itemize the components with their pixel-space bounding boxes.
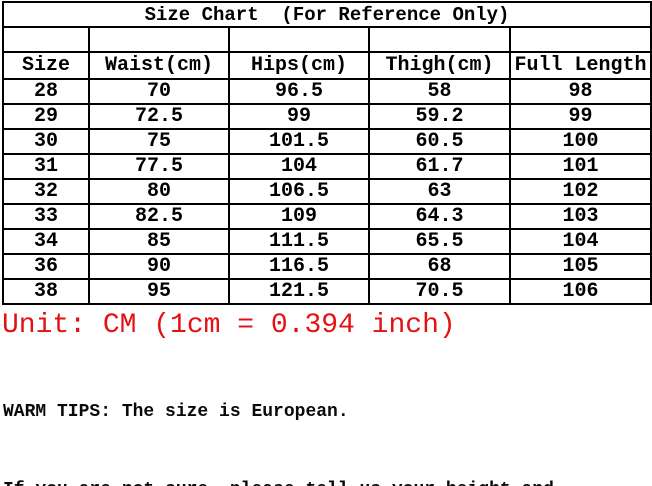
- full-length-cell: 105: [508, 253, 652, 280]
- hips-cell: 96.5: [228, 78, 370, 105]
- hips-cell: 109: [228, 203, 370, 230]
- waist-cell: 70: [88, 78, 230, 105]
- full-length-cell: 99: [508, 103, 652, 130]
- size-chart-table: Size Chart (For Reference Only) Size Wai…: [1, 1, 652, 305]
- column-header-thigh: Thigh(cm): [368, 51, 511, 80]
- warm-tips-block: WARM TIPS: The size is European. If you …: [3, 347, 652, 486]
- size-cell: 36: [2, 253, 90, 280]
- column-header-hips: Hips(cm): [228, 51, 370, 80]
- size-cell: 33: [2, 203, 90, 230]
- thigh-cell: 65.5: [368, 228, 511, 255]
- tips-line: If you are not sure, please tell us your…: [3, 477, 652, 486]
- size-cell: 32: [2, 178, 90, 205]
- hips-cell: 104: [228, 153, 370, 180]
- spacer-cell: [368, 26, 511, 53]
- size-cell: 34: [2, 228, 90, 255]
- full-length-cell: 101: [508, 153, 652, 180]
- waist-cell: 72.5: [88, 103, 230, 130]
- full-length-cell: 100: [508, 128, 652, 155]
- waist-cell: 85: [88, 228, 230, 255]
- full-length-cell: 104: [508, 228, 652, 255]
- spacer-cell: [2, 26, 90, 53]
- thigh-cell: 70.5: [368, 278, 511, 305]
- thigh-cell: 68: [368, 253, 511, 280]
- thigh-cell: 60.5: [368, 128, 511, 155]
- column-header-full-length: Full Length: [508, 51, 652, 80]
- hips-cell: 101.5: [228, 128, 370, 155]
- thigh-cell: 59.2: [368, 103, 511, 130]
- waist-cell: 95: [88, 278, 230, 305]
- column-header-size: Size: [2, 51, 90, 80]
- waist-cell: 82.5: [88, 203, 230, 230]
- hips-cell: 111.5: [228, 228, 370, 255]
- full-length-cell: 103: [508, 203, 652, 230]
- table-row: 29 72.5 99 59.2 99: [2, 103, 652, 130]
- full-length-cell: 98: [508, 78, 652, 105]
- hips-cell: 121.5: [228, 278, 370, 305]
- waist-cell: 90: [88, 253, 230, 280]
- size-cell: 31: [2, 153, 90, 180]
- size-cell: 29: [2, 103, 90, 130]
- hips-cell: 116.5: [228, 253, 370, 280]
- table-row: 34 85 111.5 65.5 104: [2, 228, 652, 255]
- hips-cell: 106.5: [228, 178, 370, 205]
- spacer-cell: [228, 26, 370, 53]
- thigh-cell: 64.3: [368, 203, 511, 230]
- table-row: 31 77.5 104 61.7 101: [2, 153, 652, 180]
- title-row: Size Chart (For Reference Only): [1, 1, 652, 28]
- waist-cell: 75: [88, 128, 230, 155]
- waist-cell: 77.5: [88, 153, 230, 180]
- table-row: 33 82.5 109 64.3 103: [2, 203, 652, 230]
- spacer-row: [2, 26, 652, 53]
- spacer-cell: [88, 26, 230, 53]
- size-cell: 30: [2, 128, 90, 155]
- page-title: Size Chart (For Reference Only): [1, 1, 652, 28]
- size-cell: 28: [2, 78, 90, 105]
- table-row: 32 80 106.5 63 102: [2, 178, 652, 205]
- size-cell: 38: [2, 278, 90, 305]
- table-row: 28 70 96.5 58 98: [2, 78, 652, 105]
- unit-note: Unit: CM (1cm = 0.394 inch): [2, 310, 456, 341]
- table-row: 38 95 121.5 70.5 106: [2, 278, 652, 305]
- full-length-cell: 106: [508, 278, 652, 305]
- thigh-cell: 61.7: [368, 153, 511, 180]
- table-row: 30 75 101.5 60.5 100: [2, 128, 652, 155]
- thigh-cell: 58: [368, 78, 511, 105]
- table-row: 36 90 116.5 68 105: [2, 253, 652, 280]
- column-header-waist: Waist(cm): [88, 51, 230, 80]
- spacer-cell: [508, 26, 652, 53]
- tips-line: WARM TIPS: The size is European.: [3, 402, 349, 422]
- thigh-cell: 63: [368, 178, 511, 205]
- waist-cell: 80: [88, 178, 230, 205]
- full-length-cell: 102: [508, 178, 652, 205]
- hips-cell: 99: [228, 103, 370, 130]
- table-header-row: Size Waist(cm) Hips(cm) Thigh(cm) Full L…: [2, 51, 652, 80]
